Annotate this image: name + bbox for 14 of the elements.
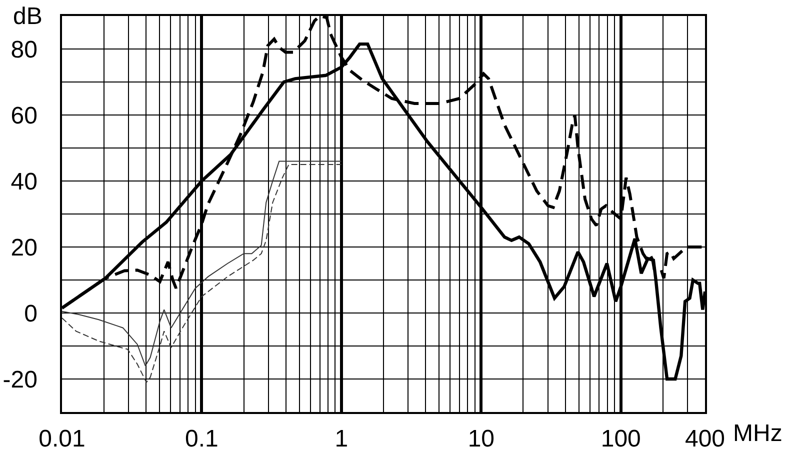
x-tick-label: 0.01: [38, 426, 86, 453]
x-tick-label: 10: [468, 426, 495, 453]
y-tick-label: 0: [24, 300, 38, 328]
y-tick-label: -20: [2, 366, 38, 394]
y-tick-label: 40: [10, 168, 38, 196]
x-tick-label: 0.1: [185, 426, 218, 453]
y-axis-title: dB: [13, 3, 42, 30]
y-tick-label: 80: [10, 36, 38, 64]
x-tick-label: 1: [334, 426, 348, 453]
y-tick-label: 60: [10, 102, 38, 130]
x-axis-title: MHz: [733, 420, 782, 447]
y-tick-label: 20: [10, 234, 38, 262]
x-tick-label: 400: [684, 426, 726, 453]
x-tick-label: 100: [600, 426, 641, 453]
